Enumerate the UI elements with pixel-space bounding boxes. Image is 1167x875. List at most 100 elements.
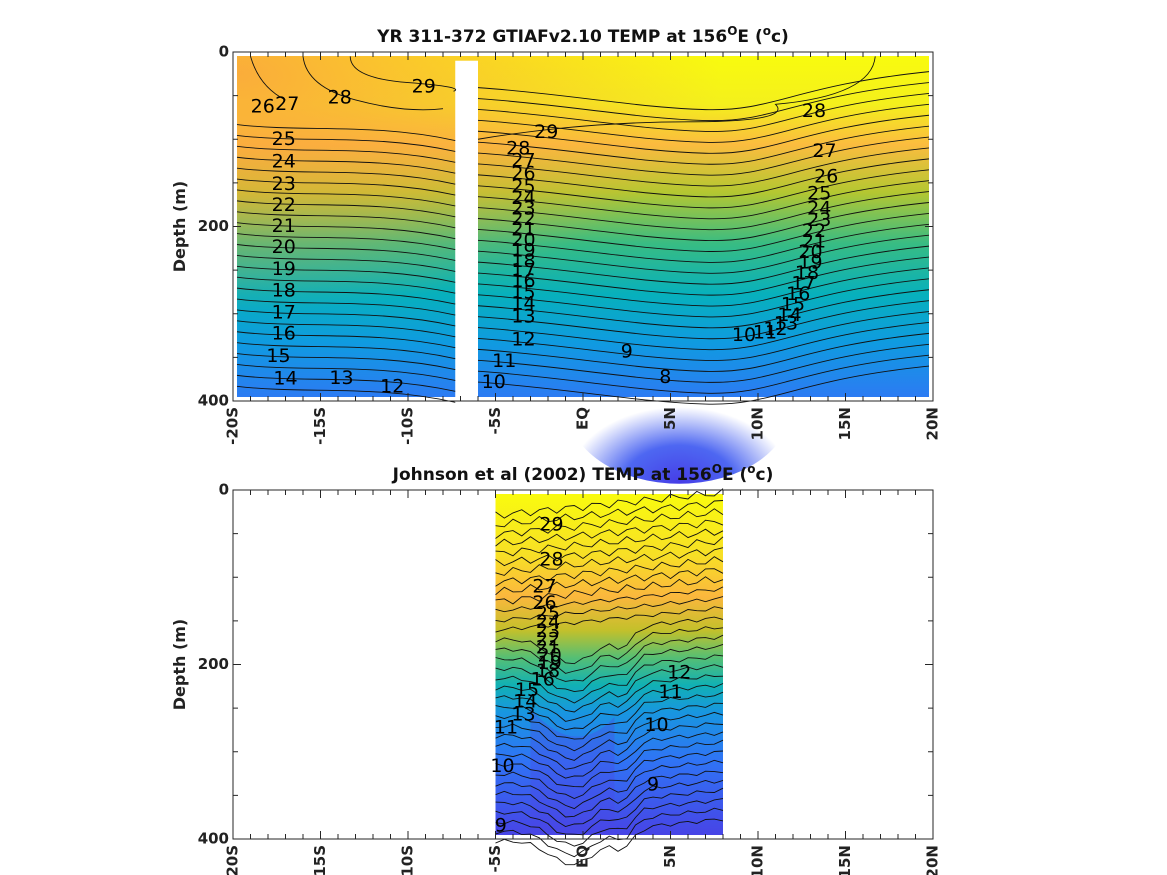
contour-label: 25 — [536, 602, 560, 624]
x-tick-label: -20S — [224, 845, 242, 875]
contour-label: 21 — [511, 218, 535, 240]
y-tick-label: 400 — [198, 830, 229, 848]
contour-label: 12 — [667, 662, 691, 684]
contour-label: 12 — [511, 328, 535, 350]
contour-label: 19 — [511, 239, 535, 261]
contour-label: 13 — [511, 704, 535, 726]
contour-label: 15 — [266, 345, 290, 367]
contour-label: 17 — [791, 273, 815, 295]
contour-lines — [495, 488, 724, 866]
contour-label: 20 — [511, 229, 535, 251]
contour-label: 26 — [814, 165, 838, 187]
contour-label: 16 — [511, 270, 535, 292]
contour-label: 10 — [644, 714, 668, 736]
contour-label: 24 — [807, 198, 831, 220]
x-tick-label: 5N — [661, 845, 679, 868]
y-tick-label: 0 — [219, 43, 229, 61]
x-tick-label: 10N — [749, 407, 767, 440]
chart-title: YR 311-372 GTIAFv2.10 TEMP at 156OE (oc) — [376, 24, 789, 47]
contour-label: 29 — [534, 121, 558, 143]
y-tick-label: 200 — [198, 655, 229, 673]
contour-label: 15 — [515, 679, 539, 701]
contour-label: 9 — [647, 773, 659, 795]
contour-label: 18 — [536, 660, 560, 682]
contour-label: 13 — [774, 313, 798, 335]
x-tick-label: 20N — [924, 845, 942, 875]
contour-label: 9 — [495, 814, 507, 836]
contour-label: 18 — [272, 280, 296, 302]
axis-ticks — [232, 51, 934, 402]
x-tick-label: -15S — [311, 845, 329, 875]
contour-label: 8 — [659, 366, 671, 388]
axis-ticks — [232, 489, 934, 840]
y-tick-label: 400 — [198, 392, 229, 410]
contour-label: 27 — [511, 150, 535, 172]
contour-label: 11 — [753, 321, 777, 343]
contour-label: 10 — [732, 324, 756, 346]
contour-label: 28 — [328, 87, 352, 109]
contour-label: 20 — [272, 236, 296, 258]
x-tick-label: -10S — [399, 845, 417, 875]
contour-label: 22 — [511, 208, 535, 230]
contour-label: 26 — [511, 163, 535, 185]
contour-label: 21 — [802, 231, 826, 253]
contour-label: 22 — [272, 194, 296, 216]
contour-label: 12 — [380, 376, 404, 398]
contour-label: 14 — [777, 304, 801, 326]
contour-label: 21 — [272, 215, 296, 237]
contour-label: 10 — [482, 371, 506, 393]
x-tick-label: 15N — [836, 845, 854, 875]
contour-label: 24 — [272, 150, 296, 172]
x-tick-label: EQ — [574, 407, 592, 430]
contour-label: 18 — [795, 262, 819, 284]
contour-label: 15 — [781, 294, 805, 316]
contour-label: 28 — [506, 137, 530, 159]
data-gap — [455, 60, 478, 402]
x-tick-label: -15S — [311, 407, 329, 445]
y-tick-label: 0 — [219, 481, 229, 499]
contour-label: 14 — [513, 691, 537, 713]
contour-label: 14 — [511, 293, 535, 315]
contour-label: 27 — [812, 140, 836, 162]
contour-label: 16 — [531, 669, 555, 691]
contour-label: 20 — [538, 644, 562, 666]
contour-label: 15 — [511, 281, 535, 303]
y-axis-label: Depth (m) — [170, 181, 189, 273]
contour-label: 13 — [329, 367, 353, 389]
contour-label: 16 — [786, 283, 810, 305]
contour-label: 19 — [538, 652, 562, 674]
contour-label: 26 — [532, 592, 556, 614]
y-tick-label: 200 — [198, 217, 229, 235]
chart-title: Johnson et al (2002) TEMP at 156OE (oc) — [392, 462, 774, 485]
contour-lines — [236, 56, 930, 405]
contour-label: 16 — [272, 322, 296, 344]
contour-label: 17 — [511, 259, 535, 281]
contour-label: 24 — [511, 187, 535, 209]
x-tick-label: EQ — [574, 845, 592, 868]
contour-label: 21 — [536, 636, 560, 658]
contour-label: 25 — [272, 128, 296, 150]
contour-label: 23 — [807, 209, 831, 231]
contour-label: 29 — [412, 75, 436, 97]
x-tick-label: 10N — [749, 845, 767, 875]
contour-label: 23 — [272, 173, 296, 195]
contour-label: 19 — [272, 258, 296, 280]
x-tick-label: 20N — [924, 407, 942, 440]
contour-label: 13 — [511, 306, 535, 328]
contour-label: 18 — [511, 250, 535, 272]
x-tick-label: 15N — [836, 407, 854, 440]
contour-label: 27 — [532, 575, 556, 597]
contour-label: 29 — [539, 513, 563, 535]
contour-label: 22 — [536, 629, 560, 651]
x-tick-label: -5S — [486, 845, 504, 872]
y-axis-label: Depth (m) — [170, 619, 189, 711]
x-tick-label: 5N — [661, 407, 679, 430]
contour-label: 25 — [511, 176, 535, 198]
contour-label: 19 — [798, 252, 822, 274]
contour-label: 10 — [490, 755, 514, 777]
contour-label: 25 — [807, 183, 831, 205]
contour-labels: 2928272625242322212019181615141311109121… — [490, 513, 691, 836]
contour-label: 17 — [272, 301, 296, 323]
